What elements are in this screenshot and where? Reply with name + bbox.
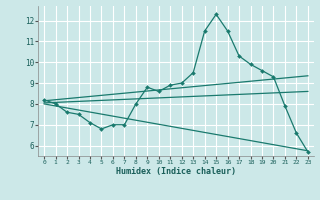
X-axis label: Humidex (Indice chaleur): Humidex (Indice chaleur) — [116, 167, 236, 176]
